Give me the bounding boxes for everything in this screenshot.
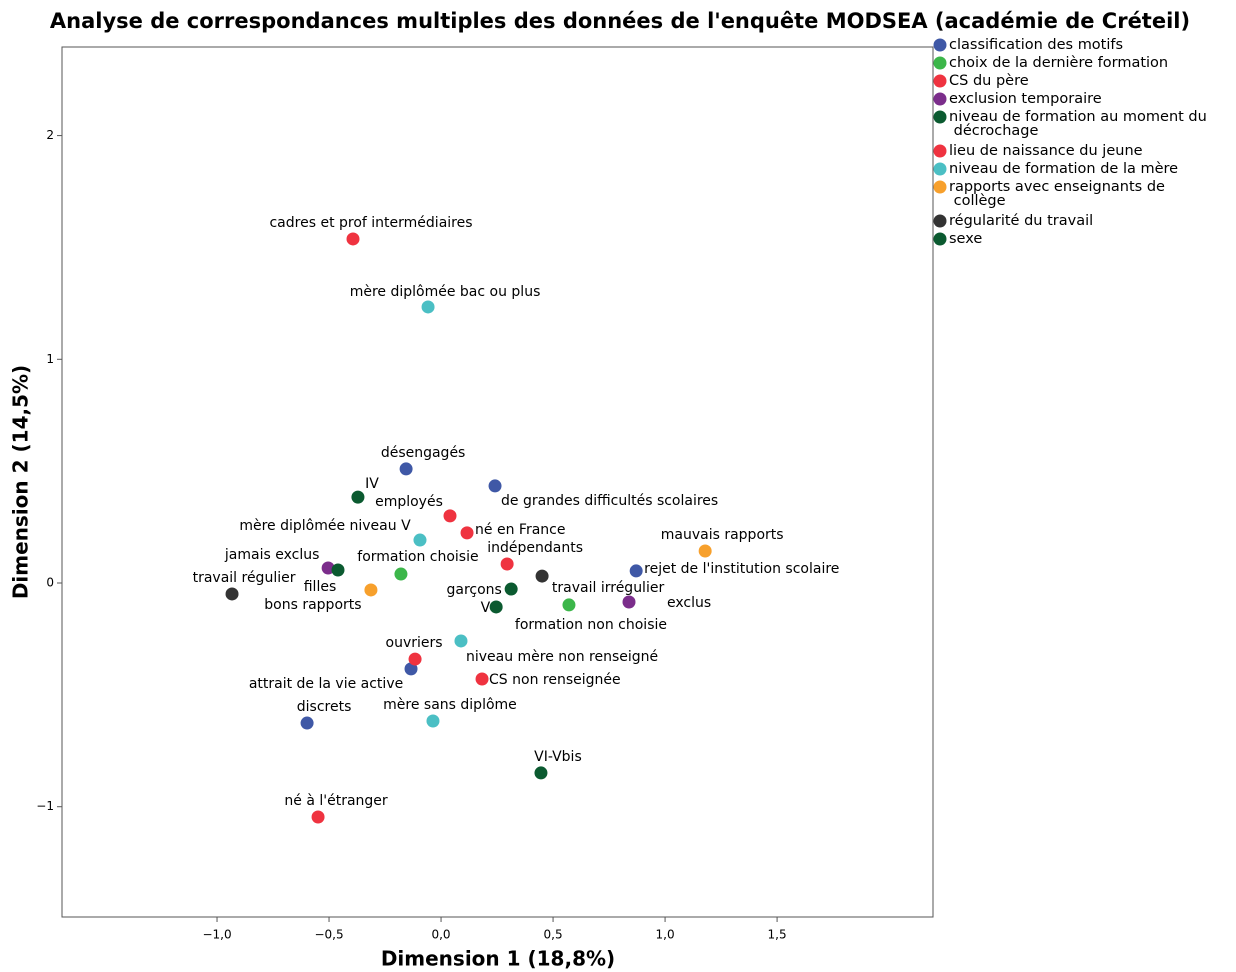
point <box>394 567 408 581</box>
point-label: CS non renseignée <box>489 672 621 688</box>
point-label: mauvais rapports <box>661 527 784 543</box>
point <box>351 490 365 504</box>
point-label: rejet de l'institution scolaire <box>644 561 839 577</box>
point-label: attrait de la vie active <box>249 676 403 692</box>
x-tick-label: 1,0 <box>656 928 675 942</box>
legend-swatch <box>933 92 947 106</box>
point <box>399 462 413 476</box>
y-tick-label: 1 <box>46 352 54 366</box>
point-label: né en France <box>475 522 565 538</box>
point <box>475 672 489 686</box>
legend-swatch <box>933 74 947 88</box>
point-label: filles <box>304 579 337 595</box>
plot-frame <box>61 46 934 918</box>
legend-label: choix de la dernière formation <box>949 55 1168 71</box>
point <box>535 569 549 583</box>
x-tick-label: −1,0 <box>202 928 231 942</box>
legend-swatch <box>933 110 947 124</box>
point-label: désengagés <box>381 445 466 461</box>
legend-swatch <box>933 144 947 158</box>
point <box>300 716 314 730</box>
point-label: cadres et prof intermédiaires <box>269 215 472 231</box>
legend-label: sexe <box>949 231 982 247</box>
point <box>504 582 518 596</box>
point <box>454 634 468 648</box>
point-label: VI-Vbis <box>534 749 582 765</box>
point-label: ouvriers <box>386 635 443 651</box>
point <box>421 300 435 314</box>
point-label: exclus <box>667 595 711 611</box>
legend-label: niveau de formation au moment du décroch… <box>949 109 1207 139</box>
legend-swatch <box>933 180 947 194</box>
point <box>500 557 514 571</box>
legend-label: niveau de formation de la mère <box>949 161 1178 177</box>
point <box>629 564 643 578</box>
legend-label: CS du père <box>949 73 1029 89</box>
point <box>364 583 378 597</box>
point-label: jamais exclus <box>224 547 319 563</box>
x-tick-label: 1,5 <box>768 928 787 942</box>
legend-swatch <box>933 214 947 228</box>
x-axis-title: Dimension 1 (18,8%) <box>381 947 615 971</box>
x-tick-label: 0,0 <box>431 928 450 942</box>
point <box>488 479 502 493</box>
point <box>443 509 457 523</box>
point-label: mère sans diplôme <box>383 697 517 713</box>
point-label: indépendants <box>487 540 583 556</box>
x-tick-label: 0,5 <box>544 928 563 942</box>
point-label: garçons <box>446 582 501 598</box>
point-label: discrets <box>297 699 352 715</box>
legend-label: rapports avec enseignants de collège <box>949 179 1165 209</box>
point-label: né à l'étranger <box>284 793 388 809</box>
legend-swatch <box>933 162 947 176</box>
point <box>534 766 548 780</box>
point-label: employés <box>375 494 443 510</box>
point-label: travail irrégulier <box>552 580 665 596</box>
chart-title: Analyse de correspondances multiples des… <box>50 9 1190 33</box>
legend-swatch <box>933 38 947 52</box>
point <box>622 595 636 609</box>
legend-swatch <box>933 232 947 246</box>
y-tick-label: −1 <box>36 799 54 813</box>
legend-label: exclusion temporaire <box>949 91 1102 107</box>
point <box>413 533 427 547</box>
point <box>225 587 239 601</box>
point-label: mère diplômée bac ou plus <box>350 284 541 300</box>
point <box>346 232 360 246</box>
point <box>321 561 335 575</box>
point-label: niveau mère non renseigné <box>466 649 658 665</box>
point <box>562 598 576 612</box>
legend-swatch <box>933 56 947 70</box>
point <box>460 526 474 540</box>
point <box>408 652 422 666</box>
y-tick-label: 0 <box>46 576 54 590</box>
point <box>404 662 418 676</box>
point <box>331 563 345 577</box>
point-label: V <box>481 600 491 616</box>
point <box>311 810 325 824</box>
point <box>698 544 712 558</box>
legend-label: classification des motifs <box>949 37 1123 53</box>
legend-label: régularité du travail <box>949 213 1093 229</box>
point-label: bons rapports <box>264 597 361 613</box>
point-label: travail régulier <box>193 570 296 586</box>
y-axis-title: Dimension 2 (14,5%) <box>9 365 33 599</box>
legend-label: lieu de naissance du jeune <box>949 143 1143 159</box>
point-label: IV <box>365 476 379 492</box>
y-tick-label: 2 <box>46 128 54 142</box>
point-label: de grandes difficultés scolaires <box>501 493 718 509</box>
x-tick-label: −0,5 <box>314 928 343 942</box>
point <box>489 600 503 614</box>
point-label: mère diplômée niveau V <box>239 518 411 534</box>
point <box>426 714 440 728</box>
point-label: formation non choisie <box>515 617 667 633</box>
point-label: formation choisie <box>357 549 478 565</box>
